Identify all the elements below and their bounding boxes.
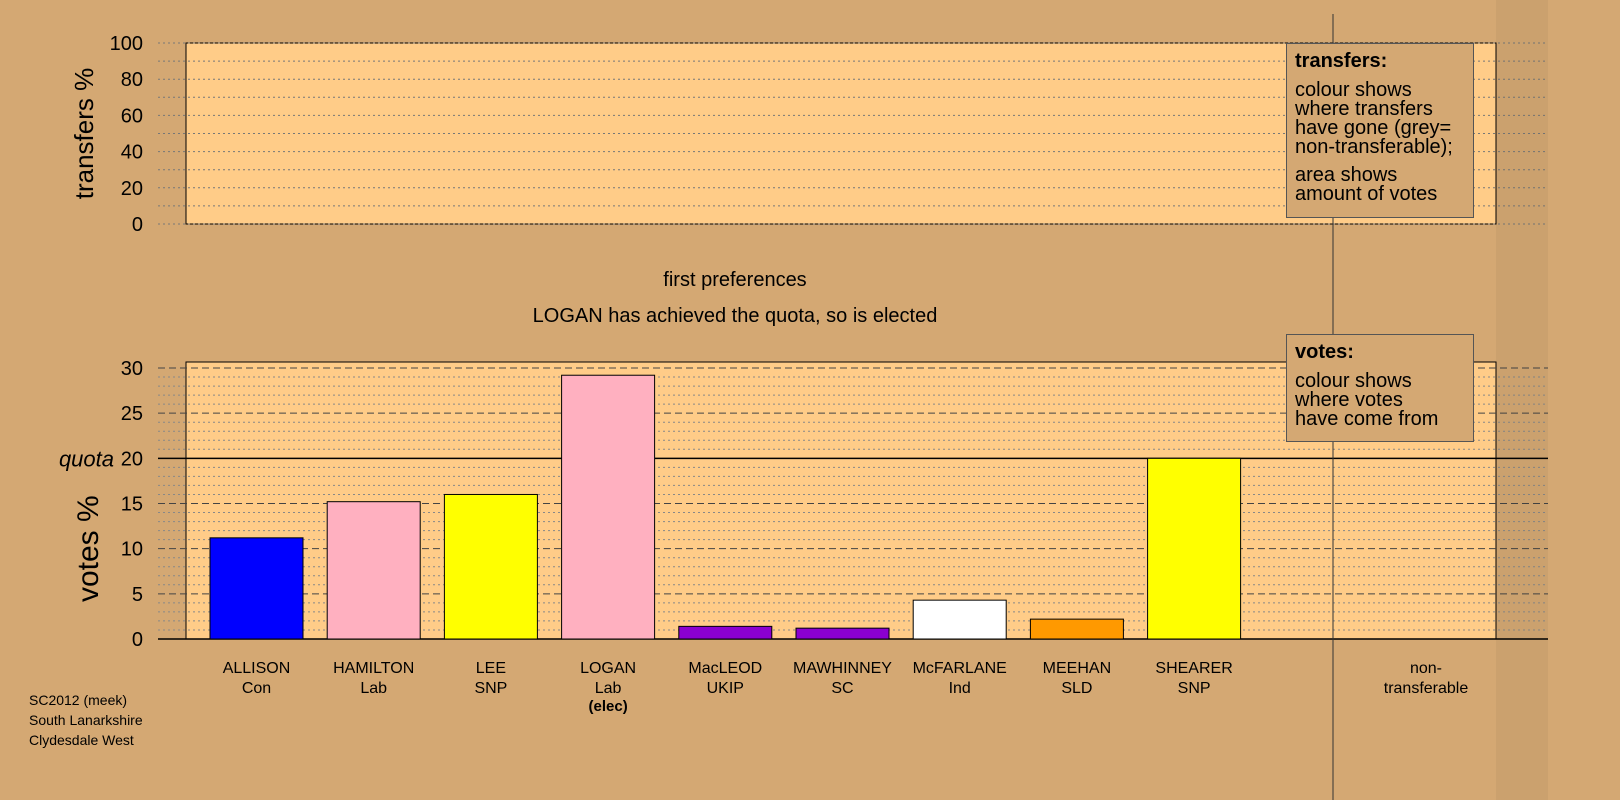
transfers-tick-label: 0 <box>132 214 143 236</box>
bar-lee <box>443 493 538 640</box>
candidate-party-label: Con <box>242 680 271 697</box>
transfers-legend-line: colour shows <box>1295 79 1412 101</box>
bar-macleod <box>678 625 773 640</box>
footer-election: SC2012 (meek) <box>29 692 128 708</box>
candidate-party-label: SNP <box>1178 680 1211 697</box>
nontransferable-shade <box>1496 0 1548 800</box>
transfers-legend-line: have gone (grey= <box>1295 117 1452 139</box>
footer-info: SC2012 (meek) South Lanarkshire Clydesda… <box>29 690 143 750</box>
candidate-party-label: SC <box>831 680 853 697</box>
candidate-party-label: Ind <box>949 680 971 697</box>
votes-tick-label: 15 <box>121 494 143 516</box>
votes-tick-label: 25 <box>121 403 143 425</box>
transfers-legend-line: non-transferable); <box>1295 136 1453 158</box>
votes-tick-label: 5 <box>132 584 143 606</box>
candidate-name-label: MEEHAN <box>1043 660 1111 677</box>
chart-title: first preferences <box>663 269 806 291</box>
candidate-name-label: SHEARER <box>1155 660 1232 677</box>
transfers-y-axis-label: transfers % <box>69 68 99 200</box>
quota-label: quota <box>59 446 114 471</box>
chart-subtitle: LOGAN has achieved the quota, so is elec… <box>533 305 938 327</box>
bar-mawhinney <box>795 627 890 640</box>
nontransferable-label: transferable <box>1384 680 1469 697</box>
votes-legend-line: colour shows <box>1295 370 1412 392</box>
transfers-legend-line: amount of votes <box>1295 183 1438 205</box>
footer-ward: Clydesdale West <box>29 732 134 748</box>
candidate-party-label: SLD <box>1061 680 1092 697</box>
nontransferable-label: non- <box>1410 660 1442 677</box>
transfers-legend-title: transfers: <box>1295 50 1388 72</box>
candidate-name-label: LOGAN <box>580 660 636 677</box>
votes-legend-line: where votes <box>1295 389 1403 411</box>
votes-tick-label: 10 <box>121 539 143 561</box>
transfers-tick-label: 20 <box>121 178 143 200</box>
votes-tick-label: 30 <box>121 358 143 380</box>
candidate-name-label: MAWHINNEY <box>793 660 892 677</box>
transfers-tick-label: 80 <box>121 69 143 91</box>
candidate-party-label: Lab <box>360 680 387 697</box>
elected-label: (elec) <box>589 698 628 715</box>
votes-legend-line: have come from <box>1295 408 1439 430</box>
bar-mcfarlane <box>912 599 1007 640</box>
bar-hamilton <box>326 501 421 640</box>
footer-council: South Lanarkshire <box>29 712 143 728</box>
bar-allison <box>209 537 304 640</box>
candidate-party-label: SNP <box>474 680 507 697</box>
votes-tick-label: 0 <box>132 629 143 651</box>
transfers-tick-label: 60 <box>121 105 143 127</box>
transfers-legend-line: area shows <box>1295 164 1398 186</box>
transfers-tick-label: 100 <box>110 33 143 55</box>
candidate-name-label: McFARLANE <box>913 660 1007 677</box>
bar-logan <box>561 374 656 640</box>
candidate-name-label: HAMILTON <box>333 660 414 677</box>
votes-y-axis-label: votes % <box>72 495 105 602</box>
transfers-tick-label: 40 <box>121 142 143 164</box>
candidate-name-label: ALLISON <box>223 660 291 677</box>
bar-shearer <box>1147 457 1242 640</box>
votes-tick-label: 20 <box>121 448 143 470</box>
transfers-legend-line: where transfers <box>1295 98 1433 120</box>
votes-legend-title: votes: <box>1295 341 1354 363</box>
candidate-party-label: Lab <box>595 680 622 697</box>
candidate-name-label: MacLEOD <box>688 660 762 677</box>
bar-meehan <box>1029 618 1124 640</box>
transfers-legend: transfers: colour shows where transfers … <box>1286 43 1474 218</box>
votes-legend: votes: colour shows where votes have com… <box>1286 334 1474 442</box>
candidate-name-label: LEE <box>476 660 506 677</box>
candidate-party-label: UKIP <box>707 680 744 697</box>
